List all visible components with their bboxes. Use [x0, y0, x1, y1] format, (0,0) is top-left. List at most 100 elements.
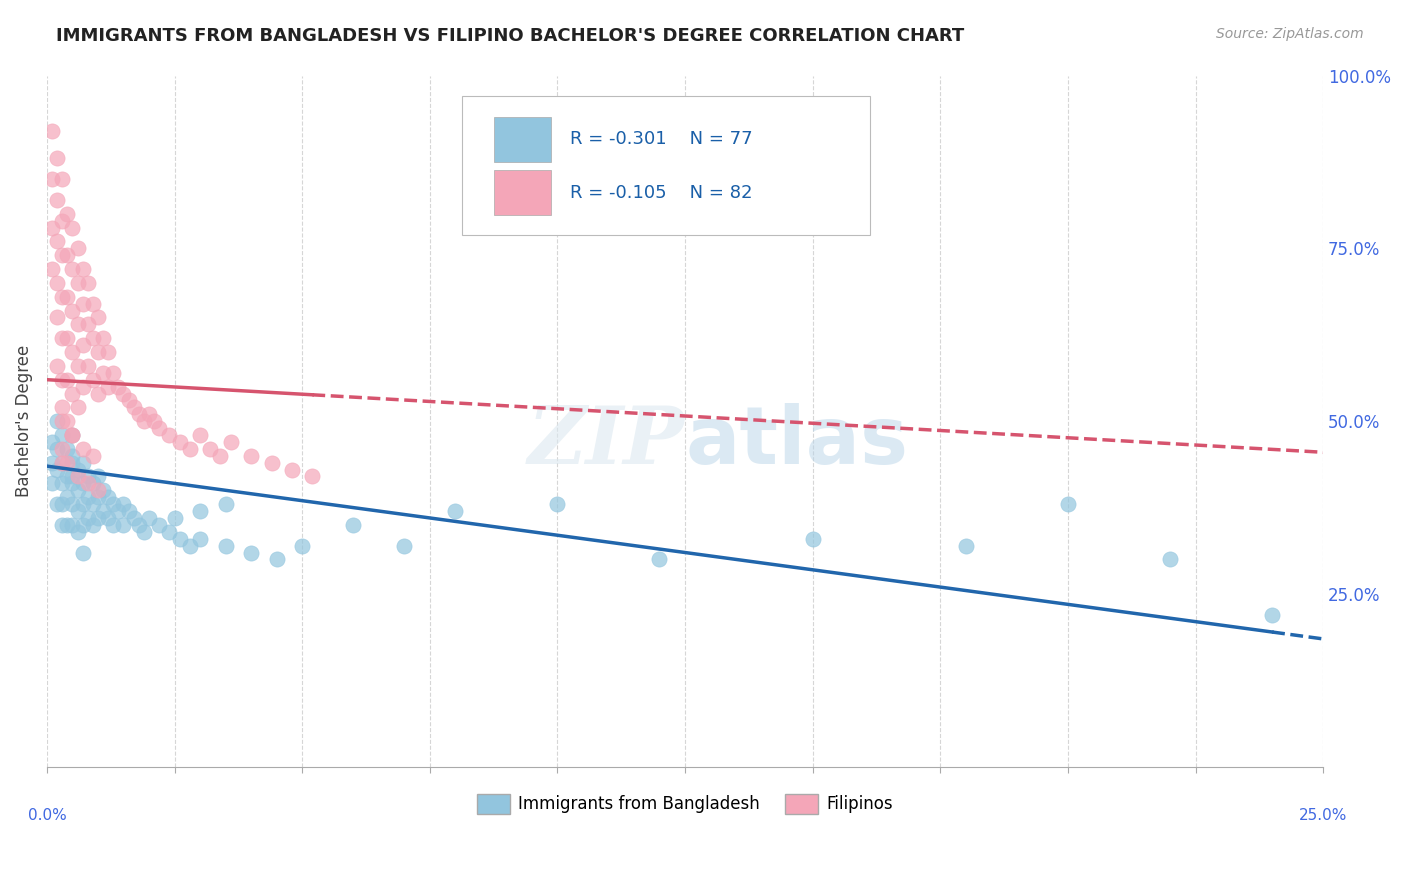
Point [62, 469, 84, 483]
Point [62, 428, 84, 442]
Point [103, 517, 125, 532]
Point [62, 428, 84, 442]
Point [301, 469, 323, 483]
Point [66, 524, 89, 539]
Bar [494, 170, 551, 215]
Point [62, 476, 84, 491]
Point [82, 373, 104, 387]
Point [266, 552, 288, 566]
Point [138, 511, 160, 525]
Point [41, 434, 63, 449]
Point [291, 539, 314, 553]
Point [46, 414, 69, 428]
Point [169, 532, 191, 546]
Point [51, 213, 73, 227]
Point [56, 490, 79, 504]
Point [91, 504, 114, 518]
Point [1057, 497, 1080, 511]
Point [62, 517, 84, 532]
Point [117, 504, 139, 518]
Point [41, 262, 63, 277]
Point [66, 318, 89, 332]
Point [62, 220, 84, 235]
Point [66, 462, 89, 476]
Point [51, 290, 73, 304]
Point [72, 545, 94, 559]
Point [72, 442, 94, 456]
Point [117, 393, 139, 408]
Point [46, 359, 69, 373]
Point [62, 345, 84, 359]
Point [240, 449, 263, 463]
Point [87, 310, 110, 325]
Point [107, 379, 129, 393]
Point [214, 497, 236, 511]
Point [56, 373, 79, 387]
Point [41, 220, 63, 235]
Point [66, 401, 89, 415]
Text: atlas: atlas [685, 403, 908, 481]
Text: Source: ZipAtlas.com: Source: ZipAtlas.com [1216, 27, 1364, 41]
Point [62, 386, 84, 401]
FancyBboxPatch shape [461, 96, 870, 235]
Point [128, 517, 150, 532]
Point [169, 434, 191, 449]
Point [260, 456, 283, 470]
Point [82, 449, 104, 463]
Point [209, 449, 232, 463]
Point [179, 442, 201, 456]
Point [72, 379, 94, 393]
Point [546, 497, 568, 511]
Point [46, 442, 69, 456]
Point [51, 373, 73, 387]
Point [51, 401, 73, 415]
Point [56, 517, 79, 532]
Point [66, 504, 89, 518]
Point [41, 172, 63, 186]
Point [46, 462, 69, 476]
Point [107, 504, 129, 518]
Point [66, 359, 89, 373]
Point [157, 428, 180, 442]
Point [240, 545, 263, 559]
Point [148, 421, 170, 435]
Legend: Immigrants from Bangladesh, Filipinos: Immigrants from Bangladesh, Filipinos [470, 787, 900, 821]
Point [72, 338, 94, 352]
Text: 25.0%: 25.0% [1299, 808, 1347, 823]
Point [342, 517, 364, 532]
Point [87, 483, 110, 498]
Point [112, 497, 135, 511]
Point [76, 511, 98, 525]
Point [66, 483, 89, 498]
Point [188, 428, 211, 442]
Text: R = -0.301    N = 77: R = -0.301 N = 77 [571, 130, 752, 148]
Point [103, 497, 125, 511]
Point [1261, 607, 1284, 622]
Point [82, 517, 104, 532]
Point [56, 414, 79, 428]
Bar [494, 117, 551, 162]
Text: R = -0.105    N = 82: R = -0.105 N = 82 [571, 184, 752, 202]
Text: ZIP: ZIP [529, 403, 685, 481]
Point [72, 262, 94, 277]
Point [46, 497, 69, 511]
Point [51, 428, 73, 442]
Point [91, 366, 114, 380]
Point [76, 469, 98, 483]
Point [51, 497, 73, 511]
Point [46, 276, 69, 290]
Text: 0.0%: 0.0% [28, 808, 66, 823]
Point [56, 331, 79, 345]
Point [66, 276, 89, 290]
Point [51, 456, 73, 470]
Point [82, 497, 104, 511]
Point [62, 428, 84, 442]
Point [163, 511, 186, 525]
Point [51, 476, 73, 491]
Point [76, 359, 98, 373]
Point [112, 517, 135, 532]
Point [122, 511, 145, 525]
Point [46, 310, 69, 325]
Point [62, 303, 84, 318]
Point [87, 469, 110, 483]
